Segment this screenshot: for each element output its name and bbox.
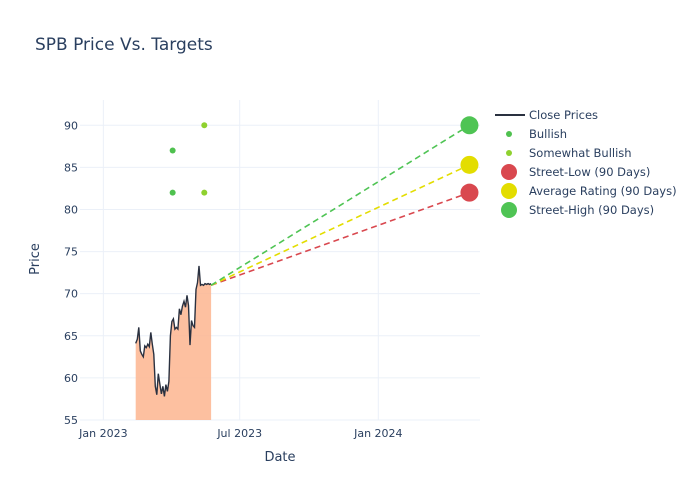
y-tick-label: 75 <box>64 246 78 259</box>
close-price-polyline <box>135 265 212 397</box>
y-tick-label: 60 <box>64 372 78 385</box>
legend-label: Somewhat Bullish <box>529 146 632 160</box>
target-marker <box>460 183 479 202</box>
y-tick-label: 65 <box>64 330 78 343</box>
target-marker <box>460 116 479 135</box>
target-lines <box>210 116 479 287</box>
legend-circle-swatch <box>501 202 517 218</box>
rating-points <box>169 122 208 196</box>
legend-label: Close Prices <box>529 108 598 122</box>
x-tick-label: Jan 2024 <box>353 427 402 440</box>
legend: Close Prices Bullish Somewhat Bullish Stree… <box>495 108 677 218</box>
y-axis-title: Price <box>28 243 43 275</box>
chart-title: SPB Price Vs. Targets <box>35 35 213 55</box>
legend-label: Bullish <box>529 127 567 141</box>
x-axis-ticks: Jan 2023 Jul 2023 Jan 2024 <box>78 427 402 440</box>
legend-label: Average Rating (90 Days) <box>529 184 677 198</box>
rating-point <box>201 122 208 129</box>
rating-point <box>201 189 208 196</box>
x-tick-label: Jan 2023 <box>78 427 127 440</box>
legend-circle-swatch <box>501 183 517 199</box>
y-tick-label: 85 <box>64 161 78 174</box>
close-price-area <box>135 265 212 420</box>
y-tick-label: 70 <box>64 288 78 301</box>
target-marker <box>460 155 479 174</box>
legend-label: Street-Low (90 Days) <box>529 165 650 179</box>
y-tick-label: 80 <box>64 203 78 216</box>
legend-circle-swatch <box>501 164 517 180</box>
rating-point <box>169 147 176 154</box>
target-line <box>210 164 470 286</box>
target-line <box>210 124 470 286</box>
y-tick-label: 90 <box>64 119 78 132</box>
legend-label: Street-High (90 Days) <box>529 203 654 217</box>
y-tick-label: 55 <box>64 414 78 427</box>
x-tick-label: Jul 2023 <box>216 427 262 440</box>
close-price-fill <box>135 265 212 420</box>
legend-dot-swatch <box>506 131 512 137</box>
legend-dot-swatch <box>506 150 512 156</box>
x-axis-title: Date <box>264 450 295 465</box>
target-line <box>210 191 470 287</box>
close-price-line <box>135 265 212 397</box>
rating-point <box>169 189 176 196</box>
y-axis-ticks: 55 60 65 70 75 80 85 90 <box>64 119 78 427</box>
